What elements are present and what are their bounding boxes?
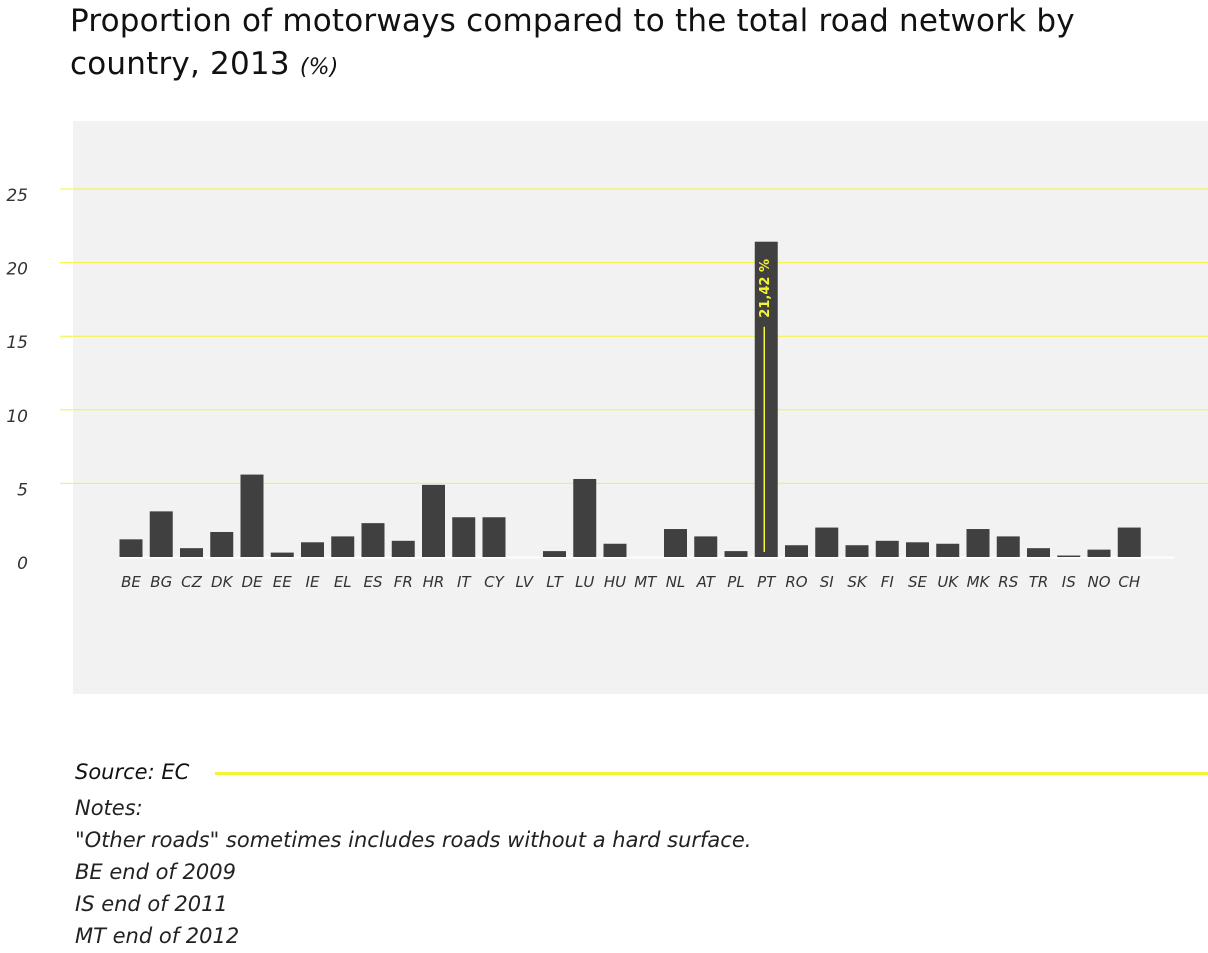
bar-bg (149, 511, 173, 557)
x-tick-label: IS (1062, 573, 1076, 591)
notes-heading: Notes: (75, 796, 143, 820)
y-tick-label: 20 (6, 260, 28, 280)
x-tick-label: CZ (181, 573, 202, 591)
x-tick-label: MT (634, 573, 658, 591)
note-line: BE end of 2009 (75, 860, 236, 884)
bar-se (906, 542, 929, 557)
bar-hu (603, 543, 627, 557)
bar-tr (1027, 548, 1050, 557)
x-tick-label: ES (364, 573, 383, 591)
bar-mk (966, 529, 990, 557)
x-tick-label: LU (575, 573, 594, 591)
x-tick-label: DE (241, 573, 263, 591)
x-tick-label: BG (150, 573, 172, 591)
bar-el (331, 536, 355, 557)
bar-hr (422, 484, 445, 557)
source-label: Source: EC (75, 760, 190, 784)
x-tick-label: SE (908, 573, 928, 591)
x-tick-label: TR (1029, 573, 1049, 591)
y-axis-ticks: 0 5 10 15 20 25 (6, 186, 28, 574)
bar-cz (180, 548, 203, 557)
note-line: IS end of 2011 (75, 892, 228, 916)
x-tick-label: LV (515, 573, 534, 591)
bar-is (1057, 555, 1081, 557)
bars (119, 241, 1141, 557)
x-tick-label: DK (211, 573, 234, 591)
x-tick-label: HR (423, 573, 445, 591)
bar-ie (301, 542, 324, 557)
chart-title: Proportion of motorways compared to the … (70, 0, 1205, 89)
bar-es (361, 523, 385, 557)
bar-ch (1117, 527, 1141, 557)
bar-ro (785, 545, 808, 557)
x-tick-label: RO (785, 573, 807, 591)
x-tick-label: PL (727, 573, 744, 591)
y-tick-label: 15 (6, 333, 28, 353)
x-tick-label: IE (306, 573, 320, 591)
x-tick-label: HU (604, 573, 626, 591)
x-tick-label: IT (457, 573, 472, 591)
bar-pt (754, 241, 778, 557)
y-tick-label: 5 (17, 480, 28, 500)
x-tick-label: SI (820, 573, 835, 591)
x-tick-label: SK (847, 573, 868, 591)
bar-uk (936, 543, 960, 557)
bar-si (815, 527, 839, 557)
bar-nl (664, 529, 687, 557)
annotations: 21,42 % (758, 259, 773, 552)
bar-sk (845, 545, 869, 557)
bar-fi (875, 540, 899, 557)
x-tick-label: EE (273, 573, 292, 591)
y-tick-label: 0 (17, 554, 28, 574)
notes: Notes: "Other roads" sometimes includes … (75, 792, 1175, 952)
bar-ee (270, 552, 294, 557)
bar-dk (210, 531, 234, 557)
x-tick-label: LT (546, 573, 564, 591)
bar-de (240, 474, 264, 557)
x-tick-label: MK (967, 573, 991, 591)
x-tick-label: FR (394, 573, 413, 591)
x-axis-ticks: BE BG CZ DK DE EE IE EL ES FR HR IT CY LV LT LU HU MT NL AT… (121, 573, 1140, 591)
source-row: Source: EC (75, 760, 1208, 790)
x-tick-label: CH (1118, 573, 1140, 591)
plot-background (73, 121, 1208, 694)
x-tick-label: NL (666, 573, 686, 591)
source-divider (215, 772, 1208, 775)
x-tick-label: FI (881, 573, 895, 591)
bar-lu (573, 478, 597, 557)
bar-it (452, 517, 476, 557)
data-label-pt: 21,42 % (758, 259, 773, 318)
bar-lt (543, 551, 566, 557)
x-tick-label: CY (484, 573, 505, 591)
y-tick-label: 10 (6, 407, 28, 427)
x-tick-label: PT (757, 573, 777, 591)
note-line: "Other roads" sometimes includes roads w… (75, 828, 752, 852)
bar-pl (724, 551, 748, 557)
x-tick-label: BE (121, 573, 141, 591)
bar-cy (482, 517, 506, 557)
x-tick-label: AT (696, 573, 717, 591)
bar-fr (391, 540, 415, 557)
x-tick-label: NO (1087, 573, 1110, 591)
chart-title-unit: (%) (299, 55, 339, 80)
bar-be (119, 539, 143, 557)
x-tick-label: RS (998, 573, 1018, 591)
y-tick-label: 25 (6, 186, 28, 206)
x-tick-label: EL (334, 573, 352, 591)
bar-no (1087, 549, 1111, 557)
bar-at (694, 536, 718, 557)
bar-rs (996, 536, 1020, 557)
note-line: MT end of 2012 (75, 924, 240, 948)
x-tick-label: UK (937, 573, 959, 591)
chart-title-text: Proportion of motorways compared to the … (70, 3, 1075, 82)
